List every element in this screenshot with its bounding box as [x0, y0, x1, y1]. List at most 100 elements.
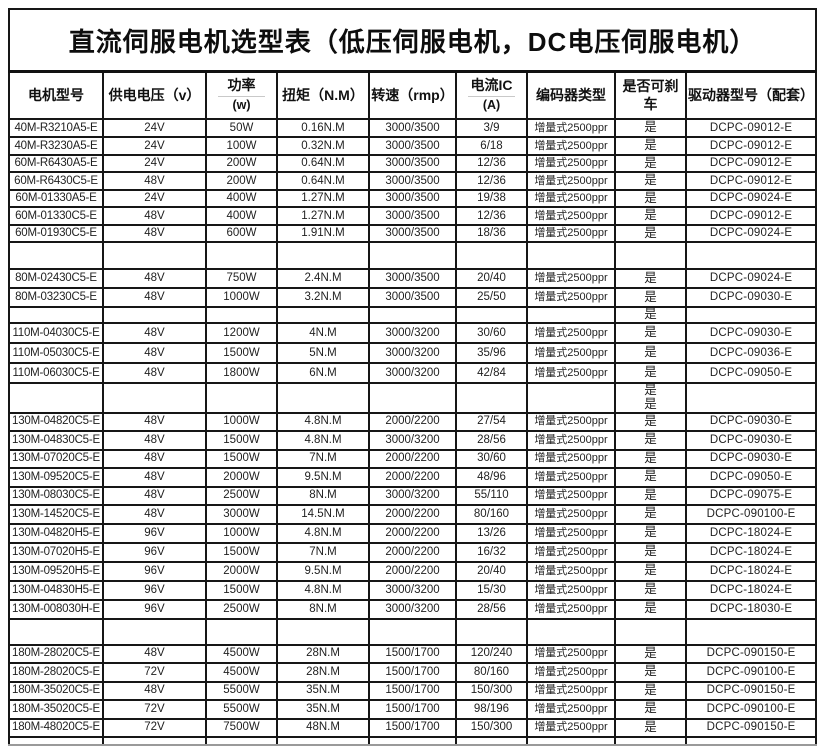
column-header-torque: 扭矩（N.M） — [276, 70, 370, 120]
cell-speed — [368, 617, 457, 646]
cell-speed: 2000/2200 — [368, 522, 457, 544]
cell-brake: 是 — [614, 306, 687, 324]
cell-brake: 是 — [614, 680, 687, 701]
cell-speed: 1500/1700 — [368, 661, 457, 683]
column-header-power-label: 功率 — [227, 76, 256, 93]
cell-current: 12/36 — [455, 206, 528, 226]
cell-driver: DCPC-09024-E — [684, 224, 818, 243]
cell-voltage: 48V — [102, 362, 207, 384]
cell-speed: 3000/3200 — [368, 362, 457, 384]
cell-current: 13/26 — [455, 522, 528, 544]
column-header-row: 电机型号 供电电压（v） 功率 (w) 扭矩（N.M） 转速（rmp） — [8, 70, 818, 120]
cell-driver: DCPC-09024-E — [684, 268, 818, 289]
cell-model: 130M-07020H5-E — [8, 541, 104, 563]
cell-model: 60M-R6430A5-E — [8, 154, 104, 173]
table-row: 130M-09520C5-E 48V 2000W 9.5N.M 2000/2200 48/… — [8, 466, 818, 488]
cell-power: 750W — [205, 268, 278, 289]
cell-voltage: 48V — [102, 680, 207, 701]
cell-power: 200W — [205, 171, 278, 191]
cell-encoder: 增量式2500ppr — [526, 717, 616, 738]
cell-current: 150/300 — [455, 717, 528, 738]
cell-model: 130M-08030C5-E — [8, 485, 104, 506]
cell-current: 20/40 — [455, 268, 528, 289]
table-row: 40M-R3210A5-E 24V 50W 0.16N.M 3000/3500 3/9 增量… — [8, 118, 818, 138]
column-header-model-label: 电机型号 — [28, 86, 84, 103]
table-row: 60M-01930C5-E 48V 600W 1.91N.M 3000/3500 18/3… — [8, 224, 818, 243]
cell-voltage: 48V — [102, 429, 207, 451]
cell-encoder — [526, 241, 616, 270]
cell-encoder: 增量式2500ppr — [526, 466, 616, 488]
cell-brake: 是 是 — [614, 382, 687, 414]
motor-selection-table: 直流伺服电机选型表（低压伺服电机，DC电压伺服电机） 电机型号 供电电压（v） … — [7, 8, 818, 746]
cell-encoder — [526, 617, 616, 646]
cell-encoder: 增量式2500ppr — [526, 560, 616, 582]
cell-current: 16/32 — [455, 541, 528, 563]
cell-power: 400W — [205, 206, 278, 226]
cell-power — [205, 735, 278, 746]
cell-speed: 3000/3200 — [368, 598, 457, 620]
cell-brake: 是 — [614, 268, 687, 289]
table-row: 130M-07020C5-E 48V 1500W 7N.M 2000/2200 30/60… — [8, 448, 818, 469]
cell-current: 150/300 — [455, 680, 528, 701]
cell-voltage: 48V — [102, 411, 207, 432]
cell-power — [205, 306, 278, 324]
cell-brake: 是 — [614, 579, 687, 601]
cell-torque: 4N.M — [276, 322, 370, 344]
cell-current: 28/56 — [455, 598, 528, 620]
cell-voltage: 48V — [102, 643, 207, 664]
cell-torque: 28N.M — [276, 643, 370, 664]
cell-speed: 1500/1700 — [368, 643, 457, 664]
cell-brake: 是 — [614, 717, 687, 738]
cell-speed: 2000/2200 — [368, 560, 457, 582]
cell-speed — [368, 735, 457, 746]
cell-model: 40M-R3230A5-E — [8, 136, 104, 156]
cell-current — [455, 735, 528, 746]
cell-encoder: 增量式2500ppr — [526, 171, 616, 191]
column-header-brake-label: 是否可刹车 — [622, 78, 679, 112]
cell-power: 1500W — [205, 541, 278, 563]
cell-power: 7500W — [205, 717, 278, 738]
column-header-power-unit: (w) — [218, 96, 265, 114]
cell-speed: 3000/3200 — [368, 342, 457, 364]
cell-current: 12/36 — [455, 154, 528, 173]
table-body: 40M-R3210A5-E 24V 50W 0.16N.M 3000/3500 3/9 增量… — [8, 118, 818, 746]
cell-brake: 是 — [614, 429, 687, 451]
cell-model: 130M-07020C5-E — [8, 448, 104, 469]
cell-torque: 0.16N.M — [276, 118, 370, 138]
cell-encoder: 增量式2500ppr — [526, 503, 616, 525]
cell-encoder — [526, 306, 616, 324]
cell-torque: 2.4N.M — [276, 268, 370, 289]
table-row: 110M-06030C5-E 48V 1800W 6N.M 3000/3200 42/84… — [8, 362, 818, 384]
cell-brake: 是 — [614, 322, 687, 344]
table-row: 180M-35020C5-E 48V 5500W 35N.M 1500/1700 150/… — [8, 680, 818, 701]
cell-encoder: 增量式2500ppr — [526, 643, 616, 664]
cell-voltage: 96V — [102, 522, 207, 544]
table-row: 180M-28020C5-E 48V 4500W 28N.M 1500/1700 120/… — [8, 643, 818, 664]
cell-speed: 2000/2200 — [368, 503, 457, 525]
cell-current: 27/54 — [455, 411, 528, 432]
table-row: 130M-04820C5-E 48V 1000W 4.8N.M 2000/2200 27/… — [8, 411, 818, 432]
cell-brake: 是 — [614, 206, 687, 226]
table-row: 60M-01330A5-E 24V 400W 1.27N.M 3000/3500 19/3… — [8, 189, 818, 208]
cell-encoder: 增量式2500ppr — [526, 268, 616, 289]
cell-speed: 3000/3500 — [368, 224, 457, 243]
cell-voltage: 48V — [102, 485, 207, 506]
cell-driver: DCPC-09012-E — [684, 136, 818, 156]
cell-encoder: 增量式2500ppr — [526, 448, 616, 469]
cell-power: 1500W — [205, 448, 278, 469]
cell-power: 1000W — [205, 287, 278, 308]
cell-current: 120/240 — [455, 643, 528, 664]
cell-driver: DCPC-09030-E — [684, 322, 818, 344]
cell-current: 55/110 — [455, 485, 528, 506]
separator-row — [8, 735, 818, 746]
cell-torque — [276, 382, 370, 414]
cell-brake: 是 — [614, 189, 687, 208]
cell-voltage — [102, 382, 207, 414]
cell-model: 130M-04820H5-E — [8, 522, 104, 544]
cell-model: 130M-008030H-E — [8, 598, 104, 620]
cell-encoder — [526, 735, 616, 746]
cell-current: 20/40 — [455, 560, 528, 582]
cell-voltage: 24V — [102, 136, 207, 156]
cell-power: 600W — [205, 224, 278, 243]
cell-model: 80M-03230C5-E — [8, 287, 104, 308]
